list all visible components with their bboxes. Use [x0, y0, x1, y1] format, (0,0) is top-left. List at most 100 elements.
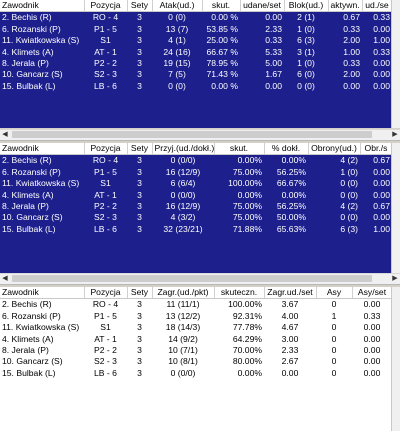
column-header[interactable]: Obr./s: [360, 143, 393, 156]
table-cell: S2 - 3: [84, 356, 127, 368]
column-header[interactable]: Pozycja: [84, 143, 128, 156]
table-cell: S1: [100, 35, 111, 46]
column-header[interactable]: aktywn.: [328, 0, 363, 13]
table-cell: 66.67 %: [206, 46, 238, 57]
table-cell: 3 (1): [297, 46, 315, 57]
column-header[interactable]: Blok(ud.): [284, 0, 329, 13]
column-header[interactable]: Zawodnik: [0, 287, 85, 300]
scrollbar-thumb[interactable]: [12, 275, 372, 282]
column-header[interactable]: Asy: [316, 287, 353, 300]
reception-stats-table: Zawodnik Pozycja Sety Przyj.(ud./dokł.) skut…: [0, 143, 393, 235]
column-header[interactable]: Zagr.ud./set: [264, 287, 317, 300]
table-row[interactable]: 15. Bulbak (L) LB - 6 3 32 (23/21) 71.88% 65.…: [0, 224, 392, 235]
column-header[interactable]: Zawodnik: [0, 143, 85, 156]
attack-stats-panel: Zawodnik Pozycja Sety Atak(ud.) skut. udane/s…: [0, 0, 400, 128]
table-row[interactable]: 11. Kwiatkowska (S) S1 3 6 (6/4) 100.00% 66.6…: [0, 178, 392, 189]
table-cell: P2 - 2: [84, 345, 127, 357]
column-header[interactable]: skuteczn.: [214, 287, 265, 300]
table-cell: 1.67: [265, 69, 282, 80]
table-row[interactable]: 10. Gancarz (S) S2 - 3 3 4 (3/2) 75.00% 50.00…: [0, 212, 392, 223]
table-row[interactable]: 6. Rozanski (P) P1 - 5 3 13 (7) 53.85 % 2.33 1…: [0, 24, 392, 35]
table-cell: 8. Jerala (P): [0, 345, 84, 357]
scroll-right-arrow-icon[interactable]: ▶: [392, 275, 398, 282]
table-cell: 10. Gancarz (S): [2, 69, 63, 80]
table-cell: 3: [137, 80, 142, 91]
table-cell: 0.00: [352, 356, 392, 368]
table-cell: 3: [127, 356, 152, 368]
column-header[interactable]: Obrony(ud.): [308, 143, 361, 156]
table-cell: 4.00: [264, 310, 316, 323]
table-row[interactable]: 8. Jerala (P) P2 - 2 3 19 (15) 78.95 % 5.00 1 …: [0, 58, 392, 69]
table-cell: 0.67: [373, 201, 390, 212]
table-row[interactable]: 11. Kwiatkowska (S) S1 3 18 (14/3) 77.78% 4.6…: [0, 322, 392, 334]
column-header[interactable]: Przyj.(ud./dokł.): [152, 143, 215, 156]
column-header[interactable]: udane/set: [240, 0, 285, 13]
column-header[interactable]: Sety: [127, 143, 153, 156]
table-cell: 0: [316, 298, 352, 311]
table-cell: 0.00 %: [211, 80, 238, 91]
table-cell: 16 (12/9): [165, 201, 201, 212]
table-cell: 13 (7): [165, 23, 189, 34]
column-header[interactable]: Zawodnik: [0, 0, 85, 13]
table-row[interactable]: 15. Bulbak (L) LB - 6 3 0 (0) 0.00 % 0.00 0 (0…: [0, 81, 392, 92]
column-header[interactable]: Asy/set: [352, 287, 393, 300]
table-row[interactable]: 10. Gancarz (S) S2 - 3 3 10 (8/1) 80.00% 2.67…: [0, 356, 392, 368]
table-row[interactable]: 2. Bechis (R) RO - 4 3 0 (0) 0.00 % 0.00 2 (1)…: [0, 12, 392, 24]
table-cell: RO - 4: [92, 155, 119, 166]
table-cell: 77.78%: [214, 322, 264, 334]
table-row[interactable]: 4. Klimets (A) AT - 1 3 0 (0/0) 0.00% 0.00% 0 …: [0, 190, 392, 201]
table-cell: 3: [137, 189, 142, 200]
attack-stats-table: Zawodnik Pozycja Sety Atak(ud.) skut. udane/s…: [0, 0, 393, 92]
table-cell: 15. Bulbak (L): [2, 80, 56, 91]
table-cell: 1.00: [343, 46, 360, 57]
scroll-right-arrow-icon[interactable]: ▶: [392, 131, 398, 138]
column-header[interactable]: Pozycja: [84, 287, 128, 300]
table-cell: 0.00: [373, 178, 390, 189]
scrollbar-thumb[interactable]: [12, 131, 372, 138]
vertical-scrollbar[interactable]: [391, 287, 400, 431]
column-header[interactable]: ud./se: [362, 0, 393, 13]
table-cell: 4.67: [264, 322, 316, 334]
horizontal-scrollbar-1[interactable]: ◀ ▶: [0, 129, 400, 141]
table-row[interactable]: 4. Klimets (A) AT - 1 3 14 (9/2) 64.29% 3.00 0…: [0, 333, 392, 346]
scroll-left-arrow-icon[interactable]: ◀: [2, 275, 8, 282]
table-cell: 0.33: [373, 46, 390, 57]
table-row[interactable]: 10. Gancarz (S) S2 - 3 3 7 (5) 71.43 % 1.67 6 …: [0, 69, 392, 80]
vertical-scrollbar[interactable]: [391, 143, 400, 273]
vertical-scrollbar[interactable]: [391, 0, 400, 128]
table-row[interactable]: 8. Jerala (P) P2 - 2 3 10 (7/1) 70.00% 2.33 0 0…: [0, 345, 392, 357]
table-row[interactable]: 6. Rozanski (P) P1 - 5 3 16 (12/9) 75.00% 56.…: [0, 167, 392, 178]
table-cell: 0 (0): [340, 178, 358, 189]
table-cell: 50.00%: [276, 212, 306, 223]
column-header[interactable]: skut.: [202, 0, 241, 13]
table-cell: 0 (0): [340, 189, 358, 200]
table-cell: 8. Jerala (P): [2, 201, 49, 212]
table-row[interactable]: 8. Jerala (P) P2 - 2 3 16 (12/9) 75.00% 56.25…: [0, 201, 392, 212]
table-cell: 0.00: [373, 23, 390, 34]
column-header[interactable]: Sety: [127, 0, 153, 13]
horizontal-scrollbar-2[interactable]: ◀ ▶: [0, 273, 400, 285]
table-row[interactable]: 4. Klimets (A) AT - 1 3 24 (16) 66.67 % 5.33 3…: [0, 47, 392, 58]
table-row[interactable]: 6. Rozanski (P) P1 - 5 3 13 (12/2) 92.31% 4.0…: [0, 310, 392, 323]
table-row[interactable]: 2. Bechis (R) RO - 4 3 0 (0/0) 0.00% 0.00% 4 (…: [0, 155, 392, 167]
column-header[interactable]: % dokł.: [264, 143, 309, 156]
table-cell: 10. Gancarz (S): [2, 212, 63, 223]
table-row[interactable]: 2. Bechis (R) RO - 4 3 11 (11/1) 100.00% 3.67…: [0, 298, 392, 311]
table-cell: 0.00: [373, 58, 390, 69]
table-cell: 6 (3): [297, 35, 315, 46]
column-header[interactable]: Zagr.(ud./pkt): [152, 287, 215, 300]
table-cell: RO - 4: [92, 12, 119, 23]
column-header[interactable]: Pozycja: [84, 0, 128, 13]
scroll-left-arrow-icon[interactable]: ◀: [2, 131, 8, 138]
column-header[interactable]: skut.: [214, 143, 265, 156]
table-cell: 16 (12/9): [165, 166, 201, 177]
table-cell: 10 (8/1): [152, 356, 214, 368]
column-header[interactable]: Atak(ud.): [152, 0, 203, 13]
table-cell: S2 - 3: [94, 69, 117, 80]
table-row[interactable]: 11. Kwiatkowska (S) S1 3 4 (1) 25.00 % 0.33 6 …: [0, 35, 392, 46]
table-cell: 0.00: [373, 80, 390, 91]
column-header[interactable]: Sety: [127, 287, 153, 300]
table-cell: 4 (3/2): [170, 212, 196, 223]
table-cell: 0: [316, 367, 352, 380]
